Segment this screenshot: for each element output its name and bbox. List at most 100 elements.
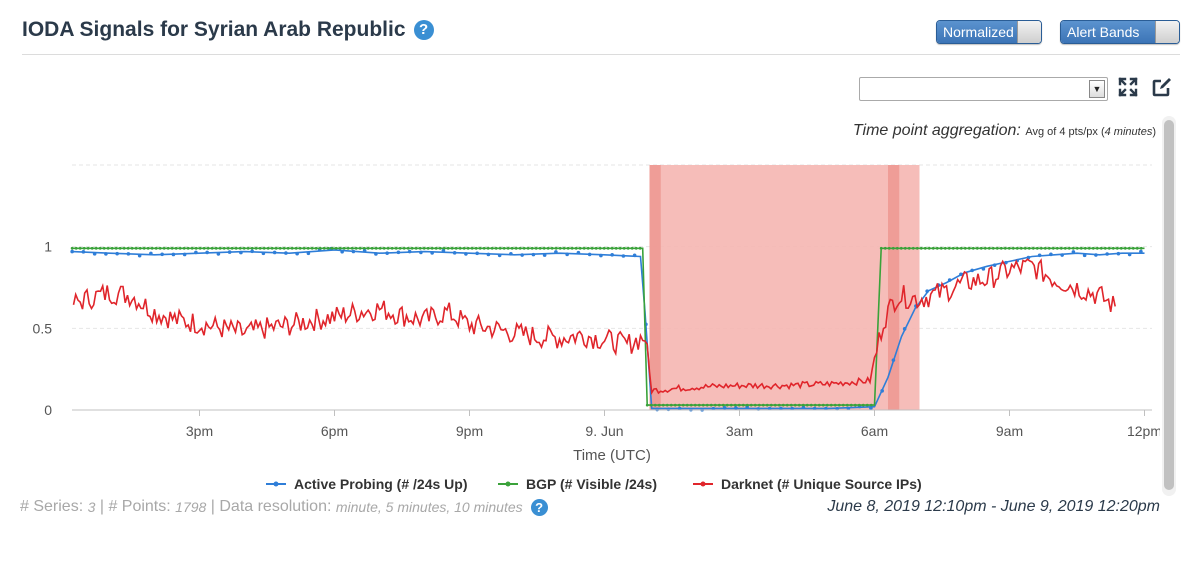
alert-band bbox=[649, 165, 920, 410]
series-point-1 bbox=[138, 246, 142, 250]
series-point-1 bbox=[570, 246, 574, 250]
series-point-1 bbox=[330, 246, 334, 250]
alert-bands-toggle-knob bbox=[1155, 21, 1179, 43]
alert-bands-toggle[interactable]: Alert Bands bbox=[1060, 20, 1180, 44]
date-range: June 8, 2019 12:10pm - June 9, 2019 12:2… bbox=[827, 498, 1160, 515]
series-point-1 bbox=[174, 246, 178, 250]
series-point-1 bbox=[805, 403, 809, 407]
series-point-1 bbox=[406, 246, 410, 250]
series-point-1 bbox=[634, 246, 638, 250]
series-point-1 bbox=[1039, 246, 1043, 250]
legend: Active Probing (# /24s Up) BGP (# Visible… bbox=[266, 476, 922, 492]
edit-icon[interactable] bbox=[1151, 76, 1173, 98]
series-point-1 bbox=[614, 246, 618, 250]
series-point-1 bbox=[194, 246, 198, 250]
series-point-1 bbox=[130, 246, 134, 250]
resolution-help-icon[interactable]: ? bbox=[530, 498, 548, 516]
series-point-1 bbox=[773, 403, 777, 407]
chevron-down-icon[interactable]: ▼ bbox=[1089, 80, 1105, 98]
series-point-1 bbox=[955, 246, 959, 250]
series-point-0 bbox=[565, 252, 569, 257]
series-point-1 bbox=[765, 403, 769, 407]
series-point-0 bbox=[1094, 253, 1098, 257]
series-point-1 bbox=[947, 246, 951, 250]
series-point-1 bbox=[410, 246, 414, 250]
series-point-1 bbox=[78, 246, 82, 250]
series-point-1 bbox=[857, 403, 861, 407]
fullscreen-icon[interactable] bbox=[1117, 76, 1139, 98]
series-point-0 bbox=[992, 263, 997, 267]
series-point-1 bbox=[813, 403, 817, 407]
series-point-1 bbox=[486, 246, 490, 250]
series-point-1 bbox=[1115, 246, 1119, 250]
scrollbar[interactable] bbox=[1162, 116, 1176, 496]
series-point-1 bbox=[883, 246, 887, 250]
series-select[interactable]: ▼ bbox=[859, 77, 1108, 101]
series-point-1 bbox=[865, 403, 869, 407]
series-point-1 bbox=[390, 246, 394, 250]
series-point-0 bbox=[1049, 252, 1053, 257]
alert-band bbox=[649, 165, 661, 410]
alert-band bbox=[887, 165, 900, 410]
series-point-1 bbox=[306, 246, 310, 250]
series-point-1 bbox=[915, 246, 919, 250]
series-point-1 bbox=[394, 246, 398, 250]
series-point-0 bbox=[239, 250, 243, 255]
series-point-1 bbox=[665, 403, 669, 407]
series-point-1 bbox=[598, 246, 602, 250]
series-point-1 bbox=[414, 246, 418, 250]
series-point-0 bbox=[306, 251, 311, 256]
series-point-1 bbox=[298, 246, 302, 250]
series-point-1 bbox=[314, 246, 318, 250]
series-point-0 bbox=[824, 406, 828, 411]
series-point-1 bbox=[705, 403, 709, 407]
series-point-1 bbox=[1139, 246, 1143, 250]
series-point-1 bbox=[983, 246, 987, 250]
series-point-1 bbox=[1055, 246, 1059, 250]
series-point-1 bbox=[1027, 246, 1031, 250]
series-point-1 bbox=[975, 246, 979, 250]
series-point-1 bbox=[853, 403, 857, 407]
series-point-1 bbox=[522, 246, 526, 250]
series-point-0 bbox=[362, 248, 367, 253]
series-point-0 bbox=[621, 254, 626, 258]
help-icon[interactable]: ? bbox=[413, 20, 434, 40]
series-point-1 bbox=[1135, 246, 1139, 250]
series-point-1 bbox=[1051, 246, 1055, 250]
series-point-1 bbox=[322, 246, 326, 250]
series-point-1 bbox=[266, 246, 270, 250]
series-point-0 bbox=[599, 253, 603, 258]
series-point-1 bbox=[278, 246, 282, 250]
scrollbar-thumb[interactable] bbox=[1164, 120, 1174, 490]
series-point-0 bbox=[677, 406, 682, 411]
series-point-1 bbox=[923, 246, 927, 250]
series-point-1 bbox=[749, 403, 753, 407]
series-point-0 bbox=[182, 252, 187, 257]
series-point-1 bbox=[242, 246, 246, 250]
series-point-1 bbox=[438, 246, 442, 250]
series-point-1 bbox=[586, 246, 590, 250]
series-point-0 bbox=[576, 250, 581, 255]
series-point-1 bbox=[542, 246, 546, 250]
series-point-0 bbox=[520, 253, 524, 257]
series-point-0 bbox=[509, 252, 513, 256]
series-point-0 bbox=[947, 278, 952, 282]
series-point-1 bbox=[426, 246, 430, 250]
series-point-1 bbox=[270, 246, 274, 250]
series-point-0 bbox=[351, 249, 356, 254]
alert-bands-toggle-label: Alert Bands bbox=[1061, 21, 1155, 43]
series-point-0 bbox=[1004, 260, 1008, 265]
series-point-1 bbox=[166, 246, 170, 250]
series-point-1 bbox=[554, 246, 558, 250]
series-point-1 bbox=[626, 246, 630, 250]
series-point-1 bbox=[290, 246, 294, 250]
series-point-1 bbox=[398, 246, 402, 250]
series-point-1 bbox=[991, 246, 995, 250]
series-point-1 bbox=[466, 246, 470, 250]
series-point-0 bbox=[1071, 250, 1076, 254]
normalized-toggle[interactable]: Normalized bbox=[936, 20, 1042, 44]
series-point-1 bbox=[793, 403, 797, 407]
aggregation-info: Time point aggregation: Avg of 4 pts/px … bbox=[853, 122, 1156, 140]
series-point-1 bbox=[502, 246, 506, 250]
series-point-1 bbox=[845, 403, 849, 407]
